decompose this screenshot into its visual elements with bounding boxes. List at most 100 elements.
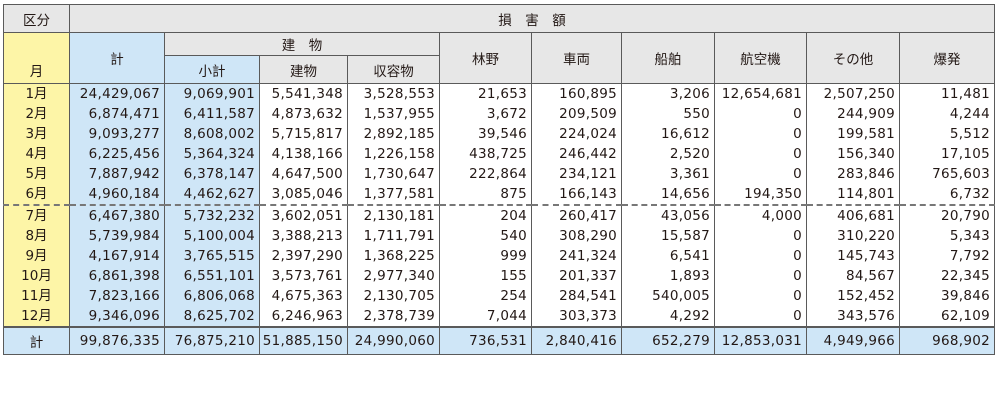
table-body: 1月 24,429,067 9,069,901 5,541,348 3,528,553 2… [3,83,996,327]
table-row: 11月 7,823,166 6,806,068 4,675,363 2,130,705 2… [3,286,996,306]
month-cell: 3月 [3,124,70,144]
cell-explosion: 22,345 [898,266,996,286]
cell-subtotal: 4,462,627 [164,184,260,205]
cell-other: 199,581 [806,124,900,144]
cell-explosion: 7,792 [898,246,996,266]
cell-explosion: 5,343 [898,226,996,246]
table-row: 3月 9,093,277 8,608,002 5,715,817 2,892,185 39… [3,124,996,144]
cell-aircraft: 0 [714,306,807,327]
cell-contents: 2,378,739 [347,306,440,327]
cell-vehicle: 303,373 [531,306,622,327]
cell-aircraft: 0 [714,286,807,306]
monthly-loss-table: 区分 損 害 額 月 計 建 物 林野 車両 船舶 航空機 その他 爆発 小計 … [3,4,996,355]
cell-vehicle: 160,895 [531,83,622,104]
cell-explosion: 17,105 [898,144,996,164]
table-row: 9月 4,167,914 3,765,515 2,397,290 1,368,225 99… [3,246,996,266]
cell-explosion: 39,846 [898,286,996,306]
cell-total: 6,225,456 [69,144,165,164]
header-vehicle: 車両 [531,32,622,84]
cell-vehicle: 284,541 [531,286,622,306]
cell-other: 145,743 [806,246,900,266]
cell-other: 2,507,250 [806,83,900,104]
cell-other: 343,576 [806,306,900,327]
month-cell: 4月 [3,144,70,164]
cell-forest: 438,725 [439,144,532,164]
cell-contents: 1,377,581 [347,184,440,205]
total-cell-vehicle: 2,840,416 [531,326,622,355]
month-cell: 5月 [3,164,70,184]
cell-other: 406,681 [806,204,900,226]
cell-building: 6,246,963 [259,306,348,327]
cell-building: 3,388,213 [259,226,348,246]
cell-explosion: 765,603 [898,164,996,184]
cell-contents: 1,730,647 [347,164,440,184]
cell-subtotal: 6,378,147 [164,164,260,184]
cell-total: 9,093,277 [69,124,165,144]
cell-other: 84,567 [806,266,900,286]
table-row: 8月 5,739,984 5,100,004 3,388,213 1,711,791 54… [3,226,996,246]
header-loss-title: 損 害 額 [68,4,996,33]
cell-total: 6,861,398 [69,266,165,286]
cell-vehicle: 246,442 [531,144,622,164]
cell-total: 4,167,914 [69,246,165,266]
cell-contents: 2,977,340 [347,266,440,286]
cell-total: 5,739,984 [69,226,165,246]
cell-vehicle: 224,024 [531,124,622,144]
cell-total: 6,874,471 [69,104,165,124]
month-cell: 10月 [3,266,70,286]
total-cell-subtotal: 76,875,210 [164,326,260,355]
cell-forest: 254 [439,286,532,306]
cell-forest: 7,044 [439,306,532,327]
cell-aircraft: 0 [714,104,807,124]
table-row: 10月 6,861,398 6,551,101 3,573,761 2,977,340 1… [3,266,996,286]
cell-contents: 2,892,185 [347,124,440,144]
cell-ship: 43,056 [621,204,715,226]
cell-forest: 3,672 [439,104,532,124]
cell-total: 24,429,067 [69,83,165,104]
cell-building: 4,138,166 [259,144,348,164]
cell-other: 156,340 [806,144,900,164]
cell-subtotal: 6,411,587 [164,104,260,124]
cell-explosion: 62,109 [898,306,996,327]
cell-subtotal: 8,608,002 [164,124,260,144]
header-total: 計 [69,32,165,84]
cell-explosion: 4,244 [898,104,996,124]
cell-ship: 14,656 [621,184,715,205]
cell-ship: 550 [621,104,715,124]
cell-other: 283,846 [806,164,900,184]
cell-subtotal: 5,364,324 [164,144,260,164]
header-contents: 収容物 [347,55,440,84]
cell-other: 114,801 [806,184,900,205]
cell-contents: 1,368,225 [347,246,440,266]
table-row: 1月 24,429,067 9,069,901 5,541,348 3,528,553 2… [3,83,996,104]
total-cell-ship: 652,279 [621,326,715,355]
cell-building: 5,715,817 [259,124,348,144]
cell-subtotal: 9,069,901 [164,83,260,104]
cell-explosion: 5,512 [898,124,996,144]
cell-forest: 39,546 [439,124,532,144]
cell-vehicle: 260,417 [531,204,622,226]
header-building-group: 建 物 [164,32,440,56]
cell-total: 9,346,096 [69,306,165,327]
cell-ship: 16,612 [621,124,715,144]
total-cell-other: 4,949,966 [806,326,900,355]
month-cell: 11月 [3,286,70,306]
cell-forest: 999 [439,246,532,266]
cell-contents: 1,226,158 [347,144,440,164]
cell-ship: 2,520 [621,144,715,164]
table-row: 7月 6,467,380 5,732,232 3,602,051 2,130,181 20… [3,204,996,226]
cell-building: 3,602,051 [259,204,348,226]
cell-explosion: 6,732 [898,184,996,205]
cell-subtotal: 5,100,004 [164,226,260,246]
cell-aircraft: 0 [714,124,807,144]
cell-ship: 6,541 [621,246,715,266]
table-row: 12月 9,346,096 8,625,702 6,246,963 2,378,739 7… [3,306,996,327]
cell-vehicle: 241,324 [531,246,622,266]
header-subtotal: 小計 [164,55,260,84]
cell-building: 4,647,500 [259,164,348,184]
total-cell-aircraft: 12,853,031 [714,326,807,355]
cell-other: 152,452 [806,286,900,306]
cell-building: 5,541,348 [259,83,348,104]
cell-aircraft: 0 [714,226,807,246]
cell-vehicle: 308,290 [531,226,622,246]
